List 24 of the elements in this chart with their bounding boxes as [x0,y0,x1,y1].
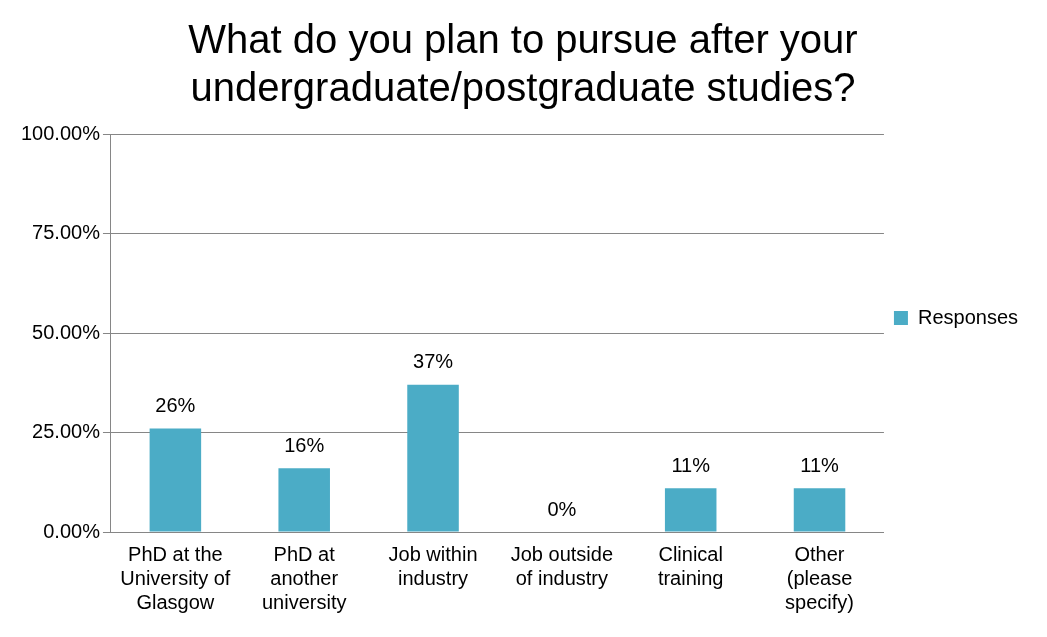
bar [407,384,459,532]
y-tick-label: 75.00% [32,221,101,244]
x-tick-label: Job within industry [388,542,478,589]
x-tick-label: Other (please specify) [785,542,854,613]
data-label: 11% [800,453,840,476]
y-tick-label: 100.00% [20,121,101,144]
bar [278,468,330,532]
data-label: 0% [547,497,577,520]
x-tick-label: Clinical training [657,542,724,589]
bar [664,488,717,532]
x-tick-label: Job outside of industry [510,542,614,589]
bar [793,488,846,532]
x-tick-label: PhD at another university [261,542,347,613]
legend-label: Responses [917,305,1018,328]
data-label: 11% [671,453,711,476]
bar [149,428,202,532]
y-tick-label: 0.00% [43,519,101,542]
y-tick-label: 25.00% [32,420,101,443]
y-tick-label: 50.00% [32,320,101,343]
data-label: 16% [284,433,325,456]
data-label: 37% [413,350,454,373]
data-label: 26% [155,394,196,417]
chart-title: What do you plan to pursue after your undergraduate/postgraduate studies? [188,17,858,110]
x-tick-label: PhD at the University of Glasgow [120,542,231,613]
